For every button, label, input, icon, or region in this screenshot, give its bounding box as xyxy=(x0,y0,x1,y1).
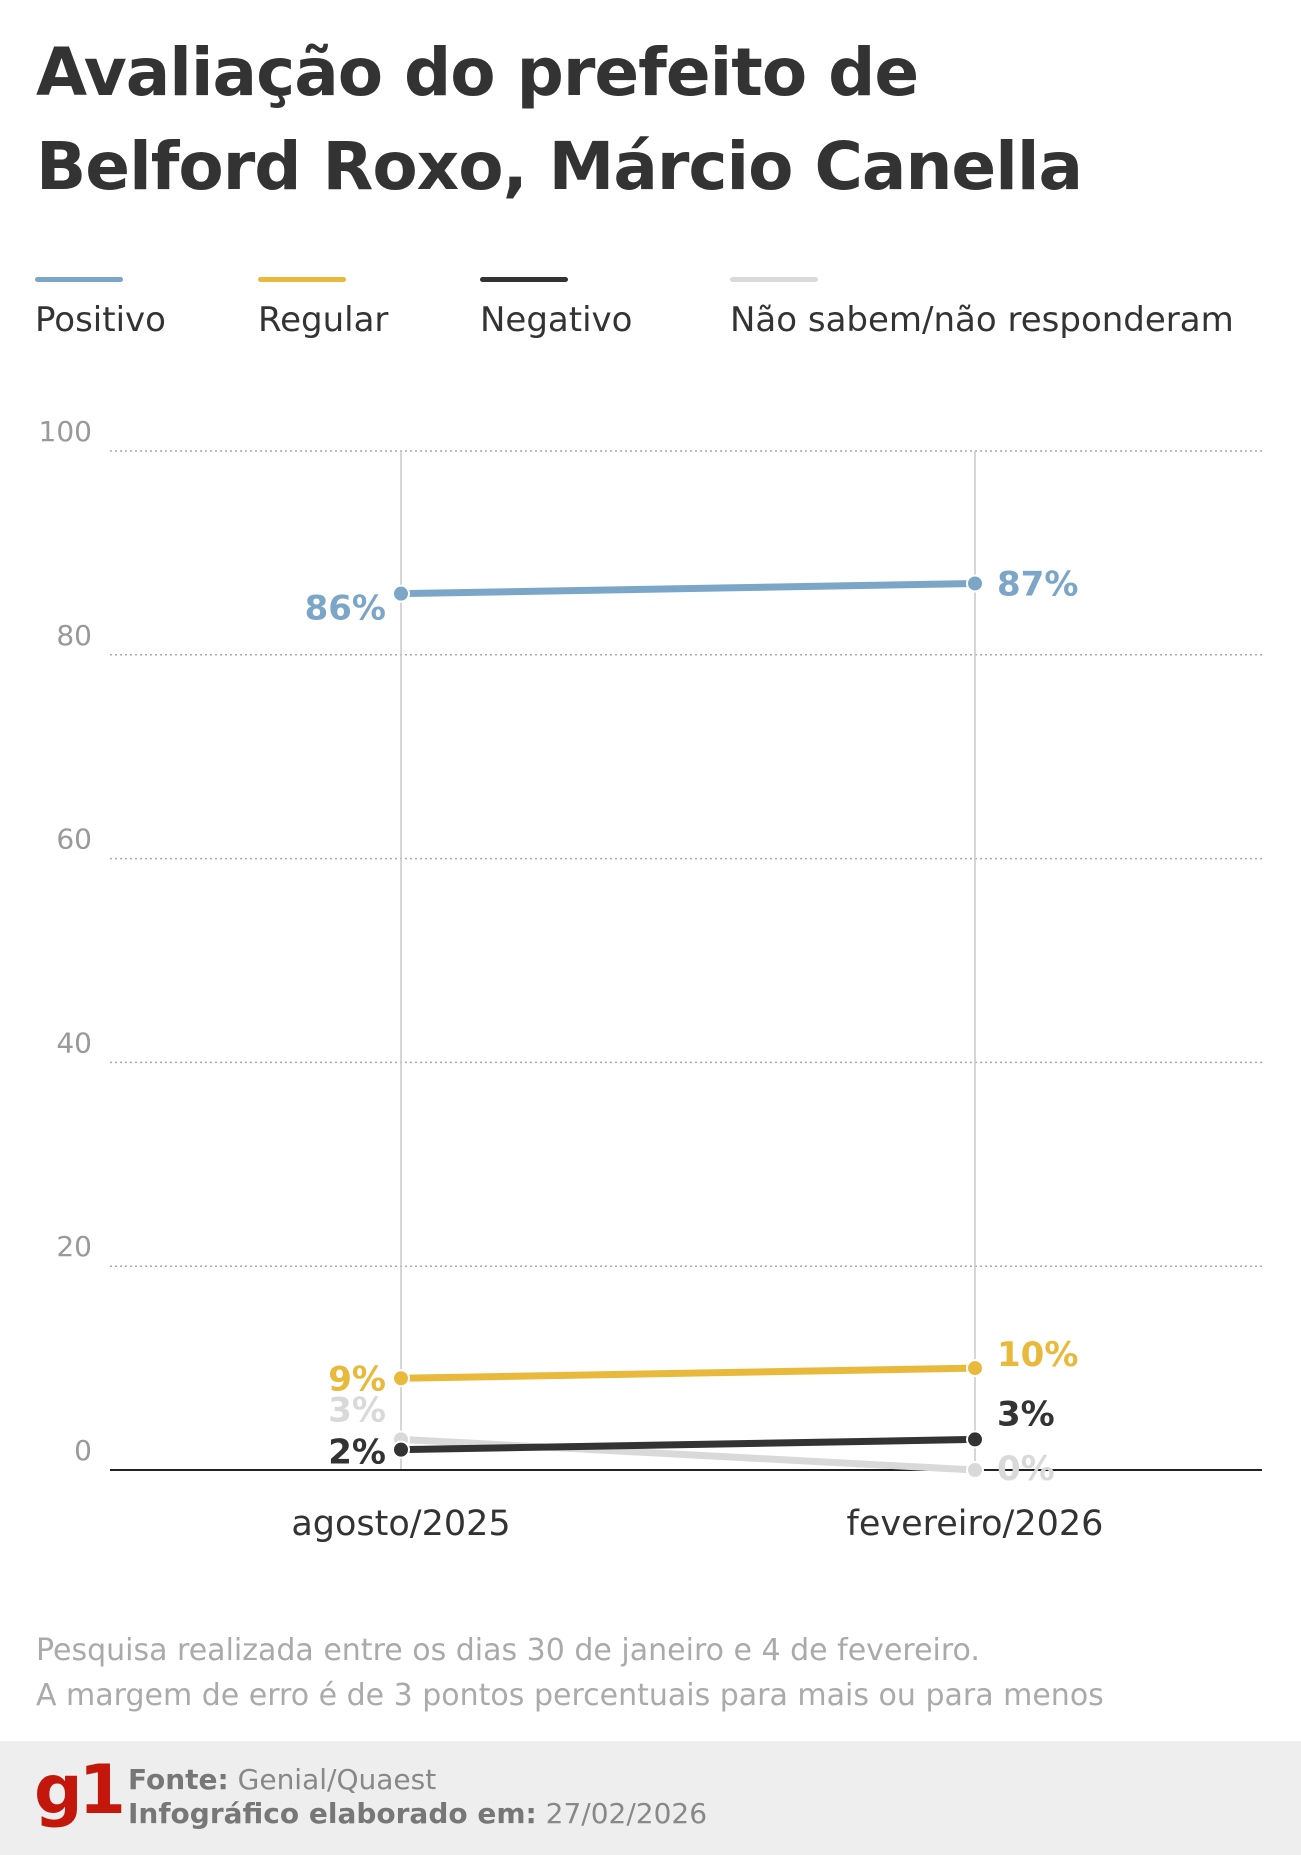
g1-logo: g1 xyxy=(34,1751,126,1830)
data-label: 0% xyxy=(997,1449,1055,1489)
legend-swatch xyxy=(480,277,568,282)
legend-item-positivo: Positivo xyxy=(35,277,166,340)
y-tick-label: 100 xyxy=(39,415,92,448)
legend-swatch xyxy=(730,277,818,282)
data-label: 10% xyxy=(997,1335,1078,1375)
y-tick-label: 40 xyxy=(56,1026,92,1059)
data-point xyxy=(392,584,410,603)
date-value: 27/02/2026 xyxy=(545,1797,708,1830)
title-line-1: Avaliação do prefeito de xyxy=(36,34,919,111)
data-point xyxy=(966,1461,984,1479)
legend-label: Negativo xyxy=(480,300,633,340)
legend-item-regular: Regular xyxy=(258,277,388,340)
data-label: 86% xyxy=(305,589,386,629)
legend-swatch xyxy=(35,277,123,282)
legend-label: Não sabem/não responderam xyxy=(730,300,1234,340)
footer: g1 Fonte: Genial/Quaest Infográfico elab… xyxy=(0,1741,1301,1855)
footnote-1: Pesquisa realizada entre os dias 30 de j… xyxy=(36,1633,980,1668)
data-label: 9% xyxy=(328,1359,386,1399)
series-line-2 xyxy=(400,1435,976,1454)
data-point xyxy=(392,1440,410,1459)
y-tick-label: 60 xyxy=(56,823,92,856)
title-line-2: Belford Roxo, Márcio Canella xyxy=(36,128,1083,205)
data-label: 3% xyxy=(997,1394,1055,1434)
data-point xyxy=(966,574,984,593)
legend-label: Regular xyxy=(258,300,389,340)
chart-title: Avaliação do prefeito de Belford Roxo, M… xyxy=(36,26,1286,214)
data-label: 3% xyxy=(328,1390,386,1430)
date-line: Infográfico elaborado em: 27/02/2026 xyxy=(128,1797,707,1830)
y-tick-label: 20 xyxy=(56,1230,92,1263)
data-point xyxy=(966,1430,984,1449)
source-line: Fonte: Genial/Quaest xyxy=(128,1763,436,1796)
data-label: 87% xyxy=(997,564,1078,604)
data-point xyxy=(966,1359,984,1378)
data-point xyxy=(392,1369,410,1388)
data-label: 2% xyxy=(328,1433,386,1473)
source-value: Genial/Quaest xyxy=(237,1763,437,1796)
x-tick-label: agosto/2025 xyxy=(291,1504,510,1544)
legend-label: Positivo xyxy=(35,300,166,340)
source-label: Fonte: xyxy=(128,1763,229,1796)
legend-swatch xyxy=(258,277,346,282)
date-label: Infográfico elaborado em: xyxy=(128,1797,537,1830)
y-tick-label: 0 xyxy=(74,1434,92,1467)
legend-item-nao-sabem: Não sabem/não responderam xyxy=(730,277,1234,340)
x-tick-label: fevereiro/2026 xyxy=(847,1504,1104,1544)
series-line-0 xyxy=(400,579,976,598)
y-tick-label: 80 xyxy=(56,619,92,652)
series-line-1 xyxy=(400,1364,976,1382)
footnote-2: A margem de erro é de 3 pontos percentua… xyxy=(36,1678,1104,1713)
legend-item-negativo: Negativo xyxy=(480,277,632,340)
